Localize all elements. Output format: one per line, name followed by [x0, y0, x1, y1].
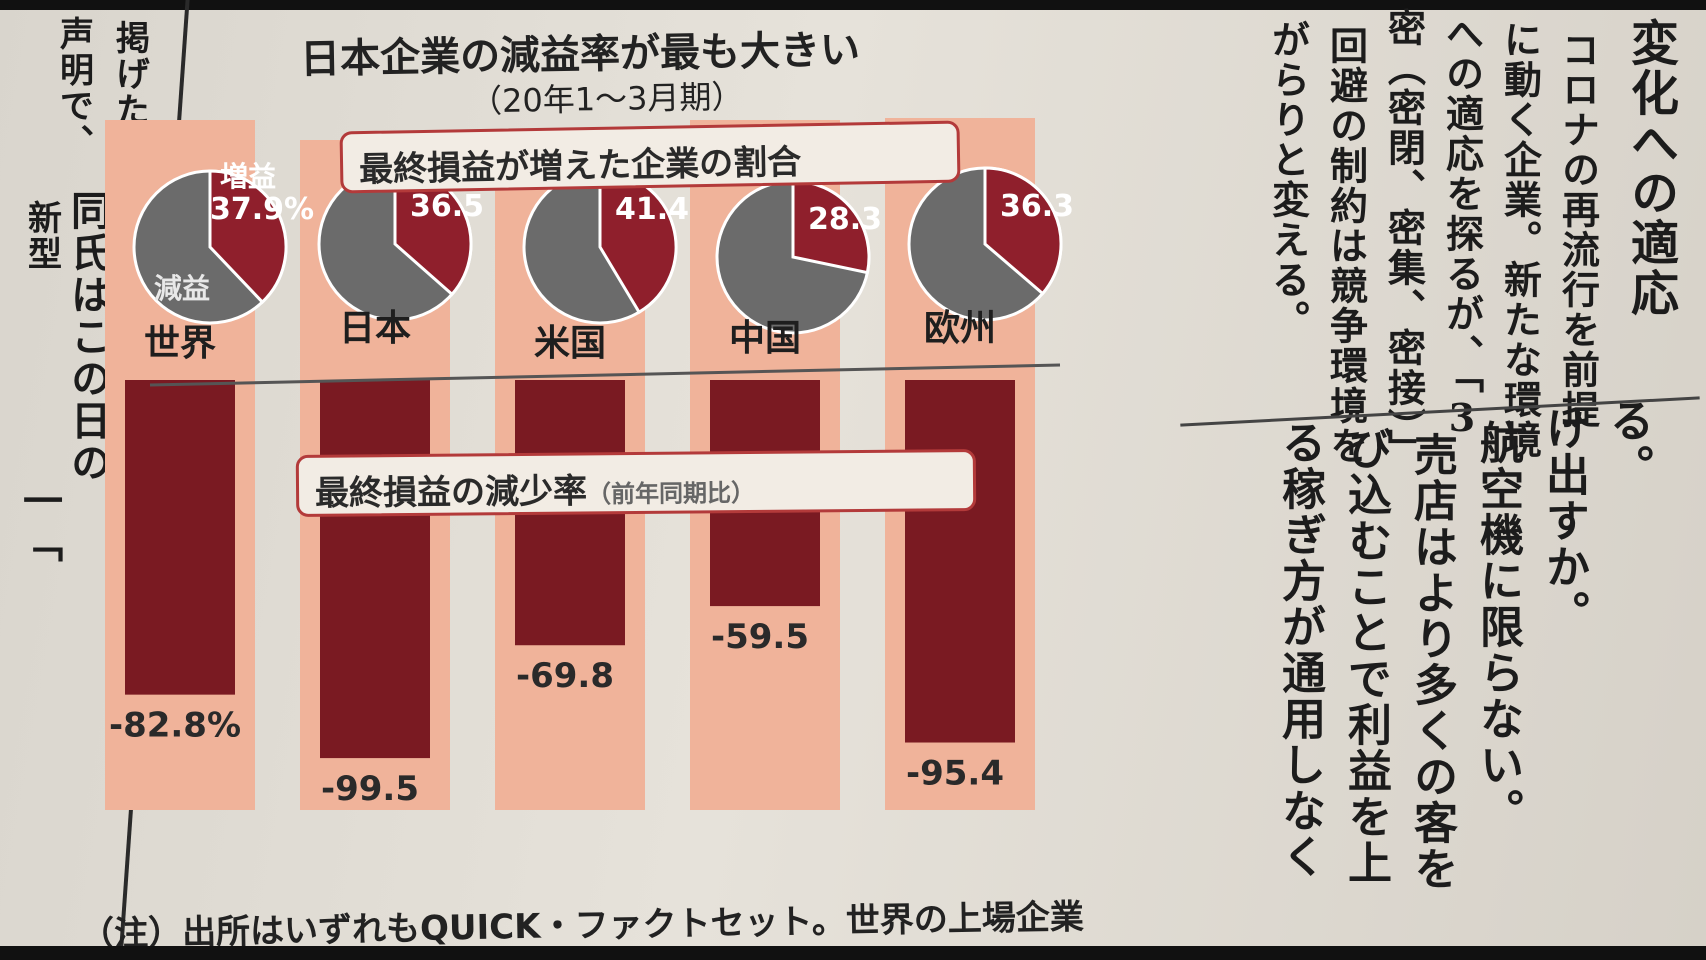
article-heading: 変化への適応	[1622, 18, 1678, 318]
bar-0	[125, 380, 235, 695]
article-top-line-4: 密（密閉、密集、密接）」	[1381, 8, 1427, 469]
pie-label-2: 41.4	[615, 192, 689, 227]
pie-label-3: 28.3	[808, 202, 882, 237]
article-top-line-1: コロナの再流行を前提	[1555, 30, 1601, 430]
pie-section-title-text: 最終損益が増えた企業の割合	[358, 142, 802, 191]
pie-label-1: 36.5	[410, 189, 484, 224]
pie-increase-slice-4	[983, 166, 1063, 296]
left-text-col-5: 一「	[16, 480, 63, 564]
article-top-line-2: に動く企業。新たな環境	[1497, 20, 1543, 460]
bar-label-4: -95.4	[906, 754, 1004, 794]
category-label-0: 世界	[144, 323, 216, 364]
pie-label-0: 37.9%	[210, 192, 314, 227]
bar-section-note: （前年同期比）	[586, 478, 756, 509]
bar-label-2: -69.8	[516, 656, 614, 696]
article-bottom-line-1: る。	[1602, 398, 1653, 490]
category-label-1: 日本	[339, 308, 411, 349]
divider-line	[149, 363, 1061, 387]
article-bottom-line-2: け出すか。	[1538, 406, 1589, 636]
article-top-line-5: 回避の制約は競争環境を	[1323, 26, 1369, 466]
bar-section-title-text: 最終損益の減少率	[314, 471, 588, 514]
bar-4	[905, 380, 1015, 743]
bar-1	[320, 380, 430, 759]
left-text-col-4: 同氏はこの日の	[64, 190, 111, 484]
legend-increase-label: 増益	[220, 160, 276, 193]
bottom-border	[0, 946, 1706, 960]
pie-section-title: 最終損益が増えた企業の割合	[339, 120, 961, 194]
top-border	[0, 0, 1706, 10]
article-top-line-3: への適応を探るが、「3	[1439, 14, 1485, 442]
article-bottom-line-5: び込むことで利益を上	[1340, 426, 1391, 886]
article-top-line-6: がらりと変える。	[1265, 20, 1311, 340]
left-text-col-2: 声明で、	[53, 16, 94, 160]
bar-label-3: -59.5	[711, 617, 809, 657]
category-label-3: 中国	[729, 318, 801, 359]
article-bottom-line-3: 航空機に限らない。	[1472, 420, 1523, 834]
article-bottom-line-6: る稼ぎ方が通用しなく	[1274, 420, 1325, 880]
pie-label-4: 36.3	[1000, 189, 1074, 224]
bar-label-1: -99.5	[321, 769, 419, 809]
pie-increase-slice-0	[208, 169, 288, 305]
article-bottom-line-4: 売店はより多くの客を	[1406, 432, 1457, 892]
bar-label-0: -82.8%	[109, 706, 241, 746]
category-label-2: 米国	[534, 323, 606, 364]
left-text-col-3: 新型	[21, 200, 62, 272]
bar-section-title: 最終損益の減少率（前年同期比）	[295, 449, 977, 517]
legend-decrease-label: 減益	[154, 272, 210, 305]
category-label-4: 欧州	[924, 308, 996, 349]
